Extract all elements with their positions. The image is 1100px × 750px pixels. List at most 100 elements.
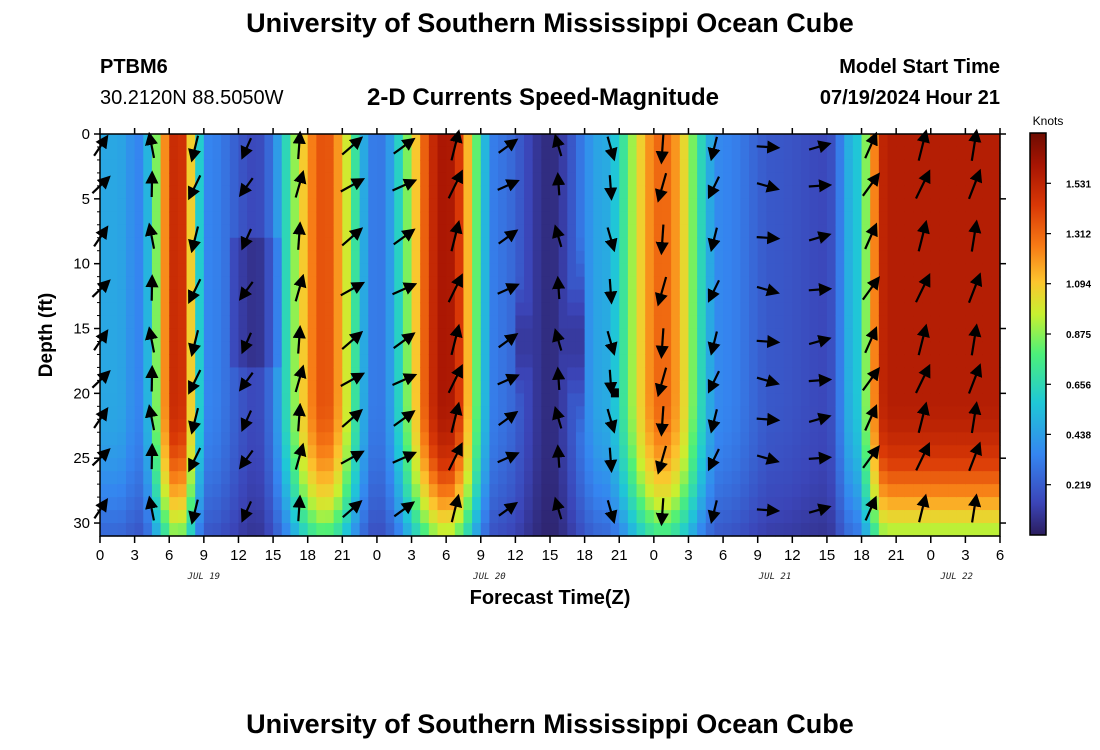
heatmap-cell [143,354,153,369]
heatmap-cell [177,172,188,187]
heatmap-cell [169,510,179,524]
heatmap-cell [948,328,958,343]
heatmap-cell [878,458,889,472]
heatmap-cell [281,484,291,498]
heatmap-cell [809,185,819,200]
heatmap-cell [515,185,525,200]
heatmap-cell [593,276,603,291]
heatmap-cell [281,471,291,485]
heatmap-cell [688,510,698,524]
heatmap-cell [368,198,378,213]
heatmap-cell [697,250,707,265]
heatmap-cell [904,484,915,498]
heatmap-cell [645,354,655,369]
heatmap-cell [818,198,828,213]
heatmap-cell [809,471,819,485]
heatmap-cell [679,172,690,187]
heatmap-cell [601,224,612,239]
heatmap-cell [619,406,629,420]
heatmap-cell [809,276,819,291]
heatmap-cell [238,159,248,174]
heatmap-cell [887,211,897,226]
current-vector [497,179,520,192]
heatmap-cell [800,146,811,161]
heatmap-cell [731,380,741,394]
heatmap-cell [169,354,179,369]
heatmap-cell [454,432,465,446]
heatmap-cell [636,276,646,291]
heatmap-cell [411,237,421,252]
heatmap-cell [913,237,923,252]
heatmap-cell [394,276,404,291]
heatmap-cell [428,263,439,278]
heatmap-cell [169,146,179,161]
heatmap-cell [956,159,966,174]
heatmap-cell [125,185,136,200]
heatmap-cell [610,224,620,239]
heatmap-cell [671,367,681,381]
heatmap-cell [783,393,793,407]
heatmap-cell [273,263,283,278]
heatmap-cell [515,380,525,394]
heatmap-cell [610,354,620,369]
heatmap-cell [861,328,871,343]
heatmap-cell [333,510,343,524]
heatmap-cell [229,237,240,252]
current-vector [756,503,781,517]
current-vector [552,275,566,300]
x-tick-label: 21 [611,547,628,564]
heatmap-cell [939,341,949,356]
current-vector [968,219,982,252]
heatmap-cell [229,341,240,356]
heatmap-cell [376,367,387,381]
heatmap-cell [723,159,733,174]
heatmap-cell [757,198,767,213]
heatmap-cell [861,276,871,291]
heatmap-cell [679,510,690,524]
heatmap-cell [506,315,516,330]
heatmap-cell [100,198,110,213]
heatmap-cell [740,471,750,485]
heatmap-cell [160,445,170,459]
heatmap-cell [887,510,897,524]
heatmap-cell [290,263,300,278]
heatmap-cell [229,380,240,394]
heatmap-cell [619,185,629,200]
heatmap-cell [627,146,638,161]
heatmap-cell [584,523,594,537]
heatmap-cell [350,354,361,369]
heatmap-cell [835,211,845,226]
heatmap-cell [904,224,915,239]
heatmap-cell [506,211,516,226]
heatmap-cell [212,445,222,459]
heatmap-cell [515,510,525,524]
heatmap-cell [203,406,214,420]
heatmap-cell [463,276,473,291]
heatmap-cell [532,510,542,524]
heatmap-cell [930,250,941,265]
heatmap-cell [601,367,612,381]
heatmap-cell [601,432,612,446]
heatmap-cell [982,250,992,265]
heatmap-cell [956,367,966,381]
heatmap-cell [342,224,352,239]
heatmap-cell [428,185,439,200]
heatmap-cell [584,484,594,498]
heatmap-cell [229,367,240,381]
heatmap-cell [221,134,231,148]
heatmap-cell [143,185,153,200]
heatmap-cell [108,146,118,161]
heatmap-cell [636,510,646,524]
heatmap-cell [930,393,941,407]
heatmap-cell [160,185,170,200]
heatmap-cell [601,354,612,369]
current-vector [916,401,930,434]
heatmap-cell [117,263,127,278]
heatmap-cell [948,354,958,369]
heatmap-cell [385,484,395,498]
heatmap-cell [177,315,188,330]
current-vector [392,282,418,296]
current-vector [341,330,364,350]
heatmap-cell [273,198,283,213]
colorbar [1029,132,1047,536]
